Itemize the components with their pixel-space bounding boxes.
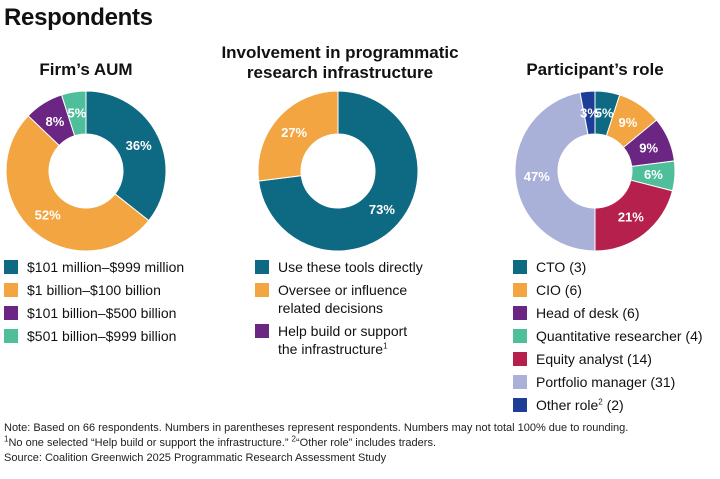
- slice-label-role-5: 47%: [524, 169, 550, 184]
- donut-slice-involvement-oversee-or-influence-related-decisions: [257, 90, 339, 182]
- legend-label: CTO (3): [536, 259, 587, 275]
- legend-item-involvement-0: Use these tools directly: [255, 258, 423, 276]
- donut-slice-role-equity-analyst-14: [594, 179, 674, 252]
- legend-item-involvement-2: Help build or support the infrastructure…: [255, 322, 423, 358]
- chart-title-involvement: Involvement in programmatic research inf…: [221, 43, 459, 82]
- legend-label: CIO (6): [536, 282, 582, 298]
- legend-swatch: [513, 398, 527, 412]
- slice-label-role-4: 21%: [618, 210, 644, 225]
- legend-item-aum-1: $1 billion–$100 billion: [4, 281, 184, 299]
- donut-chart-aum: 36% 52% 8%5%: [5, 90, 167, 252]
- footnotes: Note: Based on 66 respondents. Numbers i…: [4, 421, 716, 466]
- legend-item-aum-3: $501 billion–$999 billion: [4, 327, 184, 345]
- legend-swatch: [4, 329, 18, 343]
- legend-label: Use these tools directly: [278, 259, 423, 275]
- legend-swatch: [4, 283, 18, 297]
- donut-chart-role: 5% 9%9% 6% 21% 47% 3%: [514, 90, 676, 252]
- legend-swatch: [255, 260, 269, 274]
- legend-swatch: [513, 260, 527, 274]
- legend-label: $501 billion–$999 billion: [27, 328, 177, 344]
- donut-chart-involvement: 73% 27%: [257, 90, 419, 252]
- legend-label: Portfolio manager (31): [536, 374, 676, 390]
- slice-label-aum-1: 52%: [35, 208, 61, 223]
- donut-slice-aum-101-million-999-million: [85, 90, 167, 222]
- legend-label: $101 billion–$500 billion: [27, 305, 177, 321]
- donut-slice-role-portfolio-manager-31: [514, 91, 596, 252]
- legend-item-role-4: Equity analyst (14): [513, 350, 703, 368]
- slice-label-involvement-1: 27%: [281, 125, 307, 140]
- legend-item-role-1: CIO (6): [513, 281, 703, 299]
- legend-item-role-2: Head of desk (6): [513, 304, 703, 322]
- footnote-2-text: “Other role” includes traders.: [296, 437, 436, 449]
- slice-label-role-6: 3%: [580, 105, 599, 120]
- legend-label: Help build or support the infrastructure…: [278, 323, 408, 357]
- donut-slice-involvement-use-these-tools-directly: [258, 90, 419, 252]
- legend-item-aum-0: $101 million–$999 million: [4, 258, 184, 276]
- donut-slice-aum-1-billion-100-billion: [5, 115, 150, 252]
- legend-superscript: 1: [383, 341, 388, 351]
- legend-item-role-6: Other role2 (2): [513, 396, 703, 414]
- footnote-definitions: 1No one selected “Help build or support …: [4, 434, 716, 451]
- legend-item-involvement-1: Oversee or influence related decisions: [255, 281, 423, 317]
- legend-swatch: [255, 324, 269, 338]
- slice-label-aum-2: 8%: [46, 114, 65, 129]
- legend-swatch: [513, 352, 527, 366]
- legend-swatch: [513, 283, 527, 297]
- slice-label-role-3: 6%: [644, 167, 663, 182]
- footnote-marker-2: 2: [291, 434, 296, 444]
- legend-label: Oversee or influence related decisions: [278, 282, 408, 316]
- chart-title-role: Participant’s role: [526, 60, 664, 79]
- slice-label-aum-0: 36%: [126, 138, 152, 153]
- legend-aum: $101 million–$999 million $1 billion–$100…: [4, 258, 184, 350]
- donut-slice-aum-501-billion-999-billion: [60, 90, 87, 137]
- legend-item-role-0: CTO (3): [513, 258, 703, 276]
- slice-label-involvement-0: 73%: [369, 202, 395, 217]
- legend-label: Quantitative researcher (4): [536, 328, 703, 344]
- legend-label: $101 million–$999 million: [27, 259, 185, 275]
- legend-swatch: [4, 306, 18, 320]
- legend-swatch: [4, 260, 18, 274]
- legend-role: CTO (3) CIO (6) Head of desk (6) Quantitati…: [513, 258, 703, 419]
- legend-swatch: [255, 283, 269, 297]
- legend-label: Equity analyst (14): [536, 351, 652, 367]
- donut-slice-role-other-role-2: [579, 90, 596, 136]
- footnote-marker-1: 1: [4, 434, 9, 444]
- legend-swatch: [513, 306, 527, 320]
- legend-item-role-3: Quantitative researcher (4): [513, 327, 703, 345]
- legend-superscript: 2: [598, 397, 603, 407]
- legend-label: Head of desk (6): [536, 305, 640, 321]
- footnote-1-text: No one selected “Help build or support t…: [8, 437, 292, 449]
- legend-involvement: Use these tools directly Oversee or influ…: [255, 258, 423, 363]
- legend-item-aum-2: $101 billion–$500 billion: [4, 304, 184, 322]
- chart-title-aum: Firm’s AUM: [39, 60, 133, 79]
- legend-item-role-5: Portfolio manager (31): [513, 373, 703, 391]
- slice-label-role-0: 5%: [595, 106, 614, 121]
- legend-swatch: [513, 375, 527, 389]
- legend-label: $1 billion–$100 billion: [27, 282, 161, 298]
- slice-label-aum-3: 5%: [68, 106, 87, 121]
- slice-label-role-2: 9%: [639, 140, 658, 155]
- slice-label-role-1: 9%: [618, 115, 637, 130]
- footnote-source: Source: Coalition Greenwich 2025 Program…: [4, 452, 387, 464]
- legend-label: Other role2 (2): [536, 397, 624, 413]
- legend-swatch: [513, 329, 527, 343]
- page-title: Respondents: [4, 4, 153, 31]
- footnote-note: Note: Based on 66 respondents. Numbers i…: [4, 422, 629, 434]
